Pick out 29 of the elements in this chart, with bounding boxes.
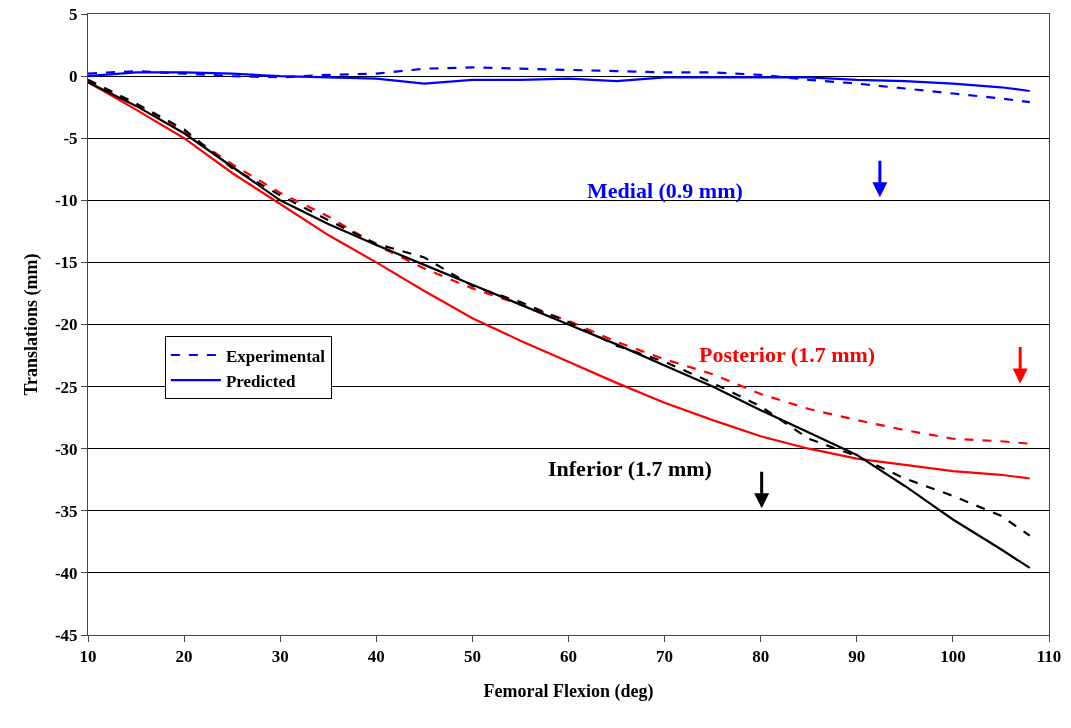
annotation: Inferior (1.7 mm) <box>548 456 712 481</box>
x-tick-label: 90 <box>848 647 866 667</box>
x-tick-label: 40 <box>367 647 385 667</box>
y-tick-label: -20 <box>54 315 78 335</box>
x-tick-label: 80 <box>752 647 770 667</box>
x-tick-label: 10 <box>79 647 97 667</box>
y-tick-label: -45 <box>54 625 78 645</box>
x-tick-label: 50 <box>463 647 481 667</box>
x-tick-label: 20 <box>175 647 193 667</box>
x-tick-label: 30 <box>271 647 289 667</box>
y-axis-title: Translations (mm) <box>21 253 43 396</box>
legend-label: Experimental <box>225 346 326 366</box>
y-tick-label: 0 <box>69 67 78 87</box>
x-tick-label: 100 <box>940 647 966 667</box>
x-tick-label: 70 <box>656 647 674 667</box>
x-tick-label: 60 <box>560 647 577 667</box>
y-tick-label: -15 <box>54 253 78 273</box>
annotation: Posterior (1.7 mm) <box>699 342 876 367</box>
legend-label: Predicted <box>225 371 296 391</box>
y-tick-label: -10 <box>54 191 78 211</box>
y-tick-label: 5 <box>69 4 78 24</box>
x-axis-title: Femoral Flexion (deg) <box>483 680 654 702</box>
annotation: Medial (0.9 mm) <box>587 178 743 203</box>
y-tick-label: -40 <box>54 563 78 583</box>
y-tick-label: -35 <box>54 501 78 521</box>
x-tick-label: 110 <box>1036 647 1062 667</box>
y-tick-label: -5 <box>63 129 78 149</box>
y-tick-label: -25 <box>54 377 78 397</box>
y-tick-label: -30 <box>54 439 78 459</box>
